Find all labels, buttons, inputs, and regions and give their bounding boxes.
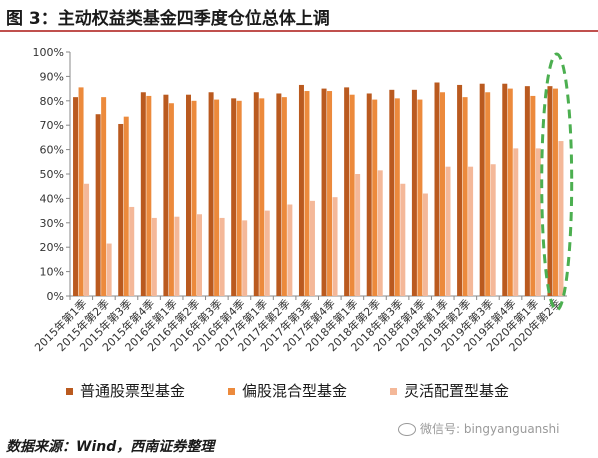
y-tick-label: 50% [40, 168, 64, 181]
bar-1 [253, 92, 259, 296]
bar-1 [321, 88, 327, 296]
bar-1 [276, 93, 282, 296]
bar-1 [411, 89, 417, 296]
y-axis-tick-labels: 0% 10% 20% 30% 40% 50% 60% 70% 80% 90% 100% [33, 46, 64, 303]
bar-1 [298, 84, 304, 296]
bar-3 [332, 197, 338, 296]
bar-2 [462, 97, 468, 296]
bar-3 [377, 170, 383, 296]
bar-3 [197, 214, 202, 296]
bar-3 [468, 166, 474, 296]
bar-2 [123, 116, 129, 296]
bar-3 [445, 166, 451, 296]
bar-3 [287, 204, 293, 296]
bar-2 [349, 94, 355, 296]
bar-3 [219, 217, 225, 296]
bar-1 [366, 93, 372, 296]
bar-2 [168, 103, 174, 297]
y-tick-label: 20% [40, 241, 64, 254]
bar-2 [485, 92, 491, 296]
bar-1 [118, 123, 124, 296]
legend-label: 偏股混合型基金 [242, 382, 347, 400]
bar-1 [163, 94, 169, 296]
bar-1 [524, 86, 530, 296]
bar-3 [490, 164, 496, 296]
bar-3 [355, 174, 361, 296]
bar-1 [140, 92, 146, 296]
bar-2 [552, 88, 558, 296]
bar-3 [106, 243, 112, 296]
highlight-ellipse [540, 52, 574, 312]
bar-2 [440, 92, 445, 296]
bar-1 [186, 94, 191, 296]
bar-2 [101, 97, 107, 296]
bar-3 [422, 193, 428, 296]
y-tick-label: 30% [40, 217, 64, 230]
y-tick-label: 100% [33, 46, 64, 59]
bar-2 [259, 98, 265, 296]
wechat-icon [398, 423, 416, 436]
bar-2 [236, 100, 242, 296]
bar-1 [502, 83, 508, 296]
bar-2 [327, 91, 333, 296]
bar-1 [434, 82, 440, 296]
legend-label: 普通股票型基金 [80, 382, 185, 400]
chart-legend: 普通股票型基金 偏股混合型基金 灵活配置型基金 [66, 382, 509, 400]
bar-3 [513, 148, 519, 296]
y-tick-label: 60% [40, 144, 64, 157]
bar-3 [84, 183, 90, 296]
bar-1 [73, 97, 79, 296]
bar-2 [394, 98, 400, 296]
bar-3 [309, 200, 315, 296]
bar-2 [281, 97, 287, 296]
bar-2 [146, 95, 152, 296]
bar-3 [174, 216, 180, 296]
bar-1 [389, 89, 395, 296]
bar-1 [547, 86, 553, 296]
y-tick-label: 10% [40, 266, 64, 279]
bar-3 [400, 183, 406, 296]
y-tick-label: 70% [40, 119, 64, 132]
bar-3 [264, 210, 270, 296]
y-tick-label: 40% [40, 192, 64, 205]
bar-3 [151, 217, 157, 296]
figure-title: 图 3：主动权益类基金四季度仓位总体上调 [6, 9, 330, 29]
bar-3 [558, 141, 564, 296]
bar-3 [535, 148, 541, 296]
x-axis-tick-labels: 2015年第1季2015年第2季2015年第3季2015年第4季2016年第1季… [31, 296, 563, 354]
bar-2 [78, 87, 84, 296]
bar-3 [129, 206, 135, 296]
y-tick-label: 80% [40, 95, 64, 108]
bar-2 [530, 95, 536, 296]
y-tick-label: 0% [47, 290, 64, 303]
bar-1 [208, 92, 214, 296]
bar-2 [191, 100, 197, 296]
legend-label: 灵活配置型基金 [404, 382, 509, 400]
watermark-text: 微信号: bingyanguanshi [420, 422, 560, 436]
bar-1 [457, 84, 463, 296]
bar-2 [214, 99, 220, 296]
legend-swatch-2 [228, 388, 235, 395]
bar-2 [304, 91, 310, 296]
bar-1 [95, 114, 101, 296]
bar-series-group [73, 82, 564, 297]
watermark: 微信号: bingyanguanshi [398, 420, 559, 437]
highlight-annotation [540, 52, 574, 312]
legend-swatch-3 [390, 388, 397, 395]
bar-1 [344, 87, 350, 296]
bar-2 [372, 99, 378, 296]
bar-2 [507, 88, 513, 296]
bar-1 [231, 98, 237, 296]
y-tick-label: 90% [40, 70, 64, 83]
bar-2 [417, 99, 423, 296]
bar-1 [479, 83, 485, 296]
legend-swatch-1 [66, 388, 73, 395]
bar-chart: 0% 10% 20% 30% 40% 50% 60% 70% 80% 90% 100% 2015年第… [31, 46, 574, 400]
source-note: 数据来源：Wind，西南证券整理 [6, 439, 215, 455]
figure-title-bar: 图 3：主动权益类基金四季度仓位总体上调 [0, 0, 598, 30]
title-divider [0, 30, 598, 32]
bar-3 [242, 220, 248, 296]
